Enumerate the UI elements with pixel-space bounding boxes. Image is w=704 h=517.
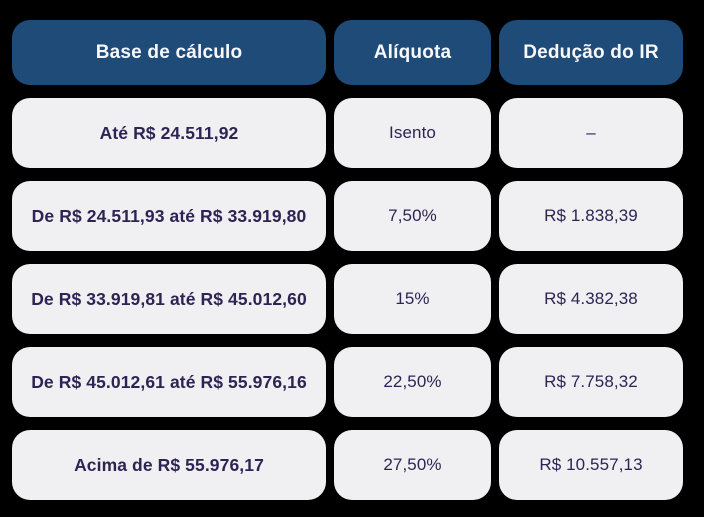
- table-cell-text: De R$ 45.012,61 até R$ 55.976,16: [31, 371, 307, 392]
- tax-brackets-table: Base de cálculo Alíquota Dedução do IR A…: [12, 20, 683, 500]
- table-cell-row3-deducao: R$ 4.382,38: [499, 264, 683, 334]
- table-cell-row2-aliquota: 7,50%: [334, 181, 491, 251]
- table-cell-text: R$ 1.838,39: [544, 206, 638, 225]
- header-base-de-calculo: Base de cálculo: [12, 20, 326, 85]
- header-deducao-do-ir: Dedução do IR: [499, 20, 683, 85]
- table-cell-row2-deducao: R$ 1.838,39: [499, 181, 683, 251]
- table-cell-text: 7,50%: [388, 206, 437, 225]
- table-cell-row2-base: De R$ 24.511,93 até R$ 33.919,80: [12, 181, 326, 251]
- table-cell-row1-base: Até R$ 24.511,92: [12, 98, 326, 168]
- table-cell-text: De R$ 24.511,93 até R$ 33.919,80: [31, 205, 307, 226]
- table-cell-text: Isento: [389, 123, 436, 142]
- table-cell-row1-aliquota: Isento: [334, 98, 491, 168]
- table-cell-text: 27,50%: [383, 455, 442, 474]
- header-aliquota: Alíquota: [334, 20, 491, 85]
- header-deducao-do-ir-label: Dedução do IR: [523, 41, 659, 63]
- table-cell-text: –: [586, 123, 596, 142]
- table-cell-row1-deducao: –: [499, 98, 683, 168]
- table-cell-row3-base: De R$ 33.919,81 até R$ 45.012,60: [12, 264, 326, 334]
- table-cell-text: R$ 10.557,13: [539, 455, 643, 474]
- table-cell-text: 15%: [395, 289, 430, 308]
- table-cell-text: 22,50%: [383, 372, 442, 391]
- table-cell-text: R$ 7.758,32: [544, 372, 638, 391]
- table-cell-text: De R$ 33.919,81 até R$ 45.012,60: [31, 288, 307, 309]
- table-cell-row5-aliquota: 27,50%: [334, 430, 491, 500]
- table-cell-row4-aliquota: 22,50%: [334, 347, 491, 417]
- table-cell-row3-aliquota: 15%: [334, 264, 491, 334]
- table-cell-row5-deducao: R$ 10.557,13: [499, 430, 683, 500]
- header-aliquota-label: Alíquota: [373, 41, 452, 63]
- table-cell-row4-base: De R$ 45.012,61 até R$ 55.976,16: [12, 347, 326, 417]
- table-cell-text: R$ 4.382,38: [544, 289, 638, 308]
- table-cell-row4-deducao: R$ 7.758,32: [499, 347, 683, 417]
- table-cell-text: Acima de R$ 55.976,17: [74, 454, 264, 475]
- table-cell-text: Até R$ 24.511,92: [99, 122, 239, 143]
- header-base-de-calculo-label: Base de cálculo: [95, 41, 243, 63]
- table-cell-row5-base: Acima de R$ 55.976,17: [12, 430, 326, 500]
